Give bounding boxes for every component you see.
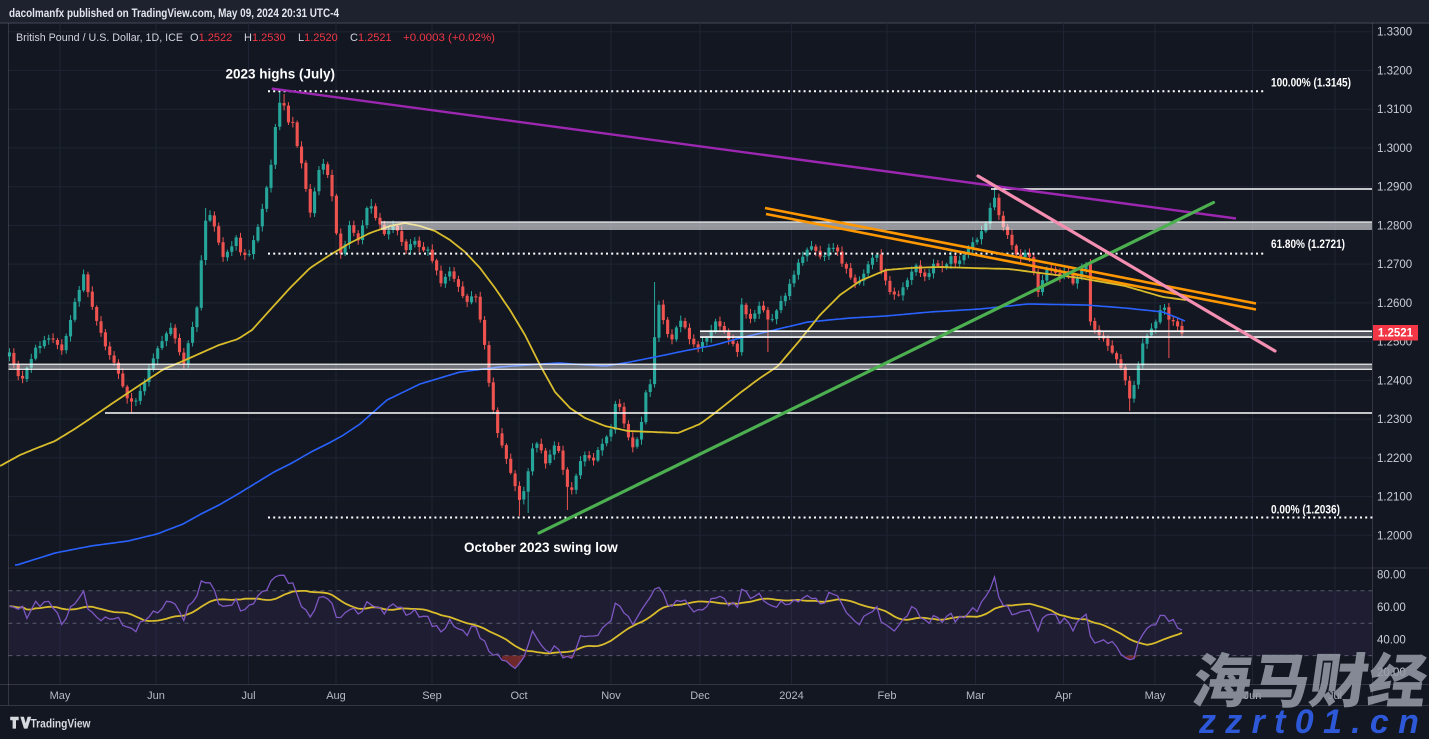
svg-text:Aug: Aug (326, 690, 346, 702)
svg-text:May: May (50, 690, 71, 702)
svg-text:October 2023 swing low: October 2023 swing low (464, 540, 618, 555)
svg-text:80.00: 80.00 (1377, 570, 1406, 582)
svg-text:100.00% (1.3145): 100.00% (1.3145) (1271, 78, 1351, 90)
svg-text:1.3000: 1.3000 (1377, 143, 1412, 155)
svg-text:0.00% (1.2036): 0.00% (1.2036) (1271, 505, 1340, 517)
svg-text:1.2100: 1.2100 (1377, 492, 1412, 504)
svg-text:2023 highs (July): 2023 highs (July) (226, 67, 336, 82)
svg-text:Dec: Dec (690, 690, 710, 702)
svg-text:Mar: Mar (966, 690, 985, 702)
svg-text:61.80% (1.2721): 61.80% (1.2721) (1271, 239, 1345, 251)
svg-text:1.2000: 1.2000 (1377, 530, 1412, 542)
svg-text:Oct: Oct (510, 690, 527, 702)
svg-text:TradingView: TradingView (31, 717, 92, 731)
svg-text:C1.2521: C1.2521 (350, 32, 392, 44)
svg-text:May: May (1145, 690, 1166, 702)
svg-text:1.2700: 1.2700 (1377, 259, 1412, 271)
svg-text:Jun: Jun (147, 690, 165, 702)
svg-text:1.2400: 1.2400 (1377, 375, 1412, 387)
svg-text:H1.2530: H1.2530 (244, 32, 286, 44)
svg-text:Feb: Feb (878, 690, 897, 702)
svg-text:Apr: Apr (1055, 690, 1072, 702)
svg-text:1.2600: 1.2600 (1377, 298, 1412, 310)
svg-text:1.2900: 1.2900 (1377, 182, 1412, 194)
svg-text:dacolmanfx published on Tradin: dacolmanfx published on TradingView.com,… (9, 8, 340, 20)
svg-text:+0.0003 (+0.02%): +0.0003 (+0.02%) (403, 32, 495, 44)
svg-text:60.00: 60.00 (1377, 602, 1406, 614)
svg-text:1.2521: 1.2521 (1378, 328, 1414, 340)
svg-text:1.2200: 1.2200 (1377, 453, 1412, 465)
svg-text:O1.2522: O1.2522 (190, 32, 232, 44)
svg-text:1.2300: 1.2300 (1377, 414, 1412, 426)
svg-text:1.3200: 1.3200 (1377, 65, 1412, 77)
svg-text:1.3100: 1.3100 (1377, 104, 1412, 116)
svg-text:40.00: 40.00 (1377, 634, 1406, 646)
svg-text:1.3300: 1.3300 (1377, 27, 1412, 39)
svg-text:Nov: Nov (601, 690, 621, 702)
svg-text:Jul: Jul (241, 690, 255, 702)
svg-text:2024: 2024 (779, 690, 803, 702)
svg-text:1.2800: 1.2800 (1377, 220, 1412, 232)
svg-text:British Pound / U.S. Dollar, 1: British Pound / U.S. Dollar, 1D, ICE (16, 32, 183, 44)
svg-text:zzrt01.cn: zzrt01.cn (1198, 703, 1428, 739)
svg-text:Sep: Sep (422, 690, 442, 702)
svg-text:L1.2520: L1.2520 (298, 32, 338, 44)
